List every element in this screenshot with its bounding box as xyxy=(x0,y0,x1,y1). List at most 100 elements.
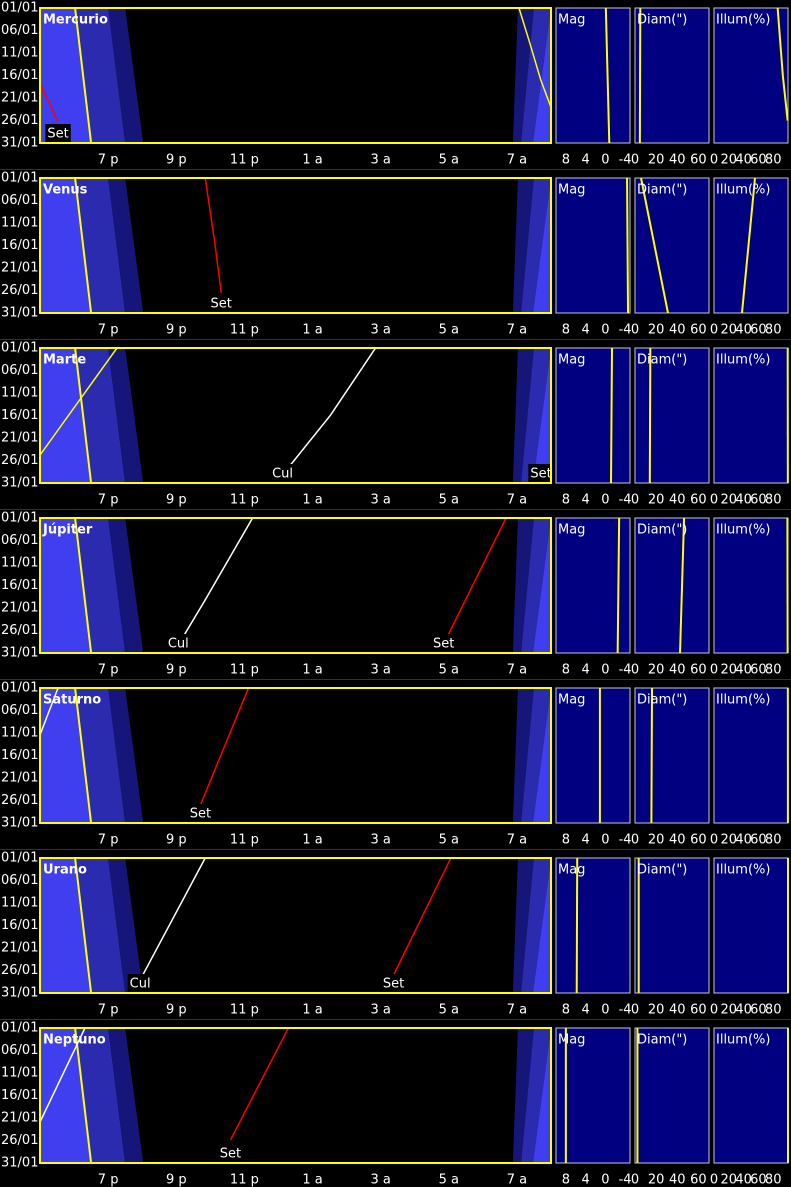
twilight-band xyxy=(521,348,551,483)
event-line xyxy=(199,688,250,806)
date-tick-label: 01/01 xyxy=(1,851,38,866)
plot-area xyxy=(40,178,551,313)
side-tick-label: 20 xyxy=(648,663,665,678)
planet-name: Júpiter xyxy=(42,523,93,538)
side-tick-label: 80 xyxy=(765,1173,782,1187)
side-tick-label: 80 xyxy=(765,323,782,338)
twilight-band xyxy=(108,858,144,993)
plot-area xyxy=(40,858,551,993)
date-tick-label: 21/01 xyxy=(1,261,38,276)
side-panel xyxy=(634,687,710,824)
side-panel-title: Mag xyxy=(558,353,585,368)
side-panel-title: Diam(") xyxy=(637,523,687,538)
side-tick-label: 60 xyxy=(690,493,707,508)
time-tick-label: 3 a xyxy=(370,1003,390,1018)
side-tick-label: 40 xyxy=(669,663,686,678)
side-tick-label: 0 xyxy=(631,1173,639,1187)
time-tick-label: 9 p xyxy=(166,833,187,848)
side-tick-label: 20 xyxy=(648,1003,665,1018)
side-panel xyxy=(713,7,789,144)
time-tick-label: 3 a xyxy=(370,153,390,168)
event-label-bg xyxy=(187,804,214,823)
side-panel-title: Mag xyxy=(558,693,585,708)
event-line xyxy=(40,82,59,123)
side-tick-label: 20 xyxy=(721,493,738,508)
twilight-band xyxy=(521,858,551,993)
side-tick-label: 8 xyxy=(562,1173,570,1187)
date-tick-label: 11/01 xyxy=(1,556,38,571)
date-tick-label: 21/01 xyxy=(1,601,38,616)
side-tick-label: 40 xyxy=(735,833,752,848)
date-tick-label: 11/01 xyxy=(1,1066,38,1081)
side-tick-label: 0 xyxy=(710,833,718,848)
side-tick-label: -4 xyxy=(619,1173,632,1187)
date-tick-label: 16/01 xyxy=(1,578,38,593)
side-tick-label: 60 xyxy=(690,1173,707,1187)
time-tick-label: 5 a xyxy=(439,663,459,678)
time-tick-label: 11 p xyxy=(230,1173,259,1187)
side-tick-label: 0 xyxy=(601,833,609,848)
twilight-band xyxy=(512,688,534,823)
time-tick-label: 5 a xyxy=(439,323,459,338)
event-label-bg xyxy=(45,124,71,143)
time-tick-label: 7 a xyxy=(507,663,527,678)
time-tick-label: 7 p xyxy=(98,1173,119,1187)
side-panel-title: Illum(%) xyxy=(716,1033,770,1048)
time-tick-label: 11 p xyxy=(230,153,259,168)
time-tick-label: 9 p xyxy=(166,153,187,168)
twilight-band xyxy=(532,8,551,143)
side-panel xyxy=(555,177,631,314)
twilight-band xyxy=(532,858,551,993)
time-tick-label: 9 p xyxy=(166,1003,187,1018)
date-tick-label: 11/01 xyxy=(1,726,38,741)
side-tick-label: 80 xyxy=(765,663,782,678)
side-tick-label: 80 xyxy=(765,153,782,168)
side-tick-label: 20 xyxy=(721,1173,738,1187)
time-tick-label: 7 p xyxy=(98,493,119,508)
side-tick-label: 4 xyxy=(581,1003,589,1018)
side-panel xyxy=(713,857,789,994)
side-tick-label: 8 xyxy=(562,663,570,678)
event-line xyxy=(40,1028,86,1123)
time-tick-label: 11 p xyxy=(230,663,259,678)
event-label: Set xyxy=(530,467,551,482)
time-tick-label: 11 p xyxy=(230,1003,259,1018)
twilight-band xyxy=(108,348,144,483)
side-tick-label: 0 xyxy=(631,493,639,508)
time-tick-label: 7 p xyxy=(98,663,119,678)
event-line xyxy=(392,858,452,976)
sunset-line xyxy=(74,1028,93,1163)
twilight-band xyxy=(532,178,551,313)
date-tick-label: 31/01 xyxy=(1,646,38,661)
event-line xyxy=(518,8,551,110)
side-tick-label: 0 xyxy=(710,323,718,338)
sunset-line xyxy=(74,518,93,653)
event-line xyxy=(40,348,118,456)
time-tick-label: 3 a xyxy=(370,833,390,848)
time-tick-label: 9 p xyxy=(166,323,187,338)
side-line xyxy=(626,177,630,314)
side-tick-label: 8 xyxy=(562,833,570,848)
date-tick-label: 26/01 xyxy=(1,793,38,808)
side-tick-label: 20 xyxy=(721,323,738,338)
side-tick-label: 8 xyxy=(562,153,570,168)
side-tick-label: 4 xyxy=(581,663,589,678)
time-tick-label: 9 p xyxy=(166,493,187,508)
time-tick-label: 1 a xyxy=(302,153,322,168)
side-panel xyxy=(713,517,789,654)
side-tick-label: 0 xyxy=(710,1003,718,1018)
side-tick-label: 0 xyxy=(631,833,639,848)
plot-border xyxy=(39,177,552,314)
side-panel-title: Mag xyxy=(558,863,585,878)
sunset-line xyxy=(74,348,93,483)
side-tick-label: 40 xyxy=(669,1003,686,1018)
twilight-band xyxy=(512,518,534,653)
planet-name: Neptuno xyxy=(43,1033,106,1048)
date-tick-label: 21/01 xyxy=(1,771,38,786)
twilight-band xyxy=(108,518,144,653)
twilight-band xyxy=(521,178,551,313)
date-tick-label: 26/01 xyxy=(1,623,38,638)
time-tick-label: 7 a xyxy=(507,153,527,168)
date-tick-label: 06/01 xyxy=(1,1043,38,1058)
event-line xyxy=(177,518,254,646)
